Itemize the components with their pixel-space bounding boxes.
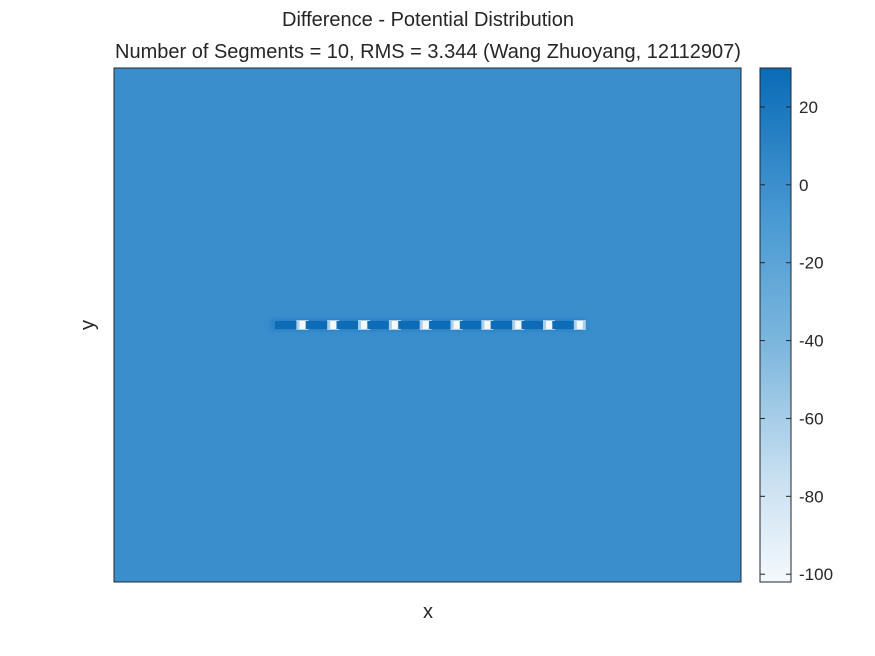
segment-gap — [330, 321, 337, 329]
plot-frame — [113, 67, 742, 583]
segment-high — [398, 321, 423, 329]
segment-gap — [453, 321, 460, 329]
colorbar-tick-label: -100 — [799, 565, 833, 584]
y-axis-label: y — [77, 320, 99, 330]
segment-high — [521, 321, 546, 329]
x-axis-label: x — [423, 601, 433, 623]
colorbar-tick-label: -40 — [799, 332, 824, 351]
colorbar: 20 0 -20 -40 -60 -80 -100 — [759, 67, 833, 584]
colorbar-tick-label: -60 — [799, 409, 824, 428]
colorbar-gradient — [760, 68, 791, 582]
segment-gap — [391, 321, 398, 329]
segment-gap — [361, 321, 368, 329]
colorbar-tick-label: 0 — [799, 176, 808, 195]
segment-high — [274, 321, 299, 329]
colorbar-tick-label: -20 — [799, 254, 824, 273]
colorbar-tick-label: 20 — [799, 98, 818, 117]
segment-gap — [546, 321, 553, 329]
segment-gap — [484, 321, 491, 329]
segment-gap — [422, 321, 429, 329]
chart-subtitle: Number of Segments = 10, RMS = 3.344 (Wa… — [115, 41, 741, 63]
segment-gap — [576, 321, 583, 329]
plot-area — [113, 67, 742, 583]
segment-gap — [299, 321, 306, 329]
segment-high — [367, 321, 392, 329]
segment-high — [459, 321, 484, 329]
segment-high — [552, 321, 577, 329]
segment-high — [490, 321, 515, 329]
chart-title: Difference - Potential Distribution — [282, 9, 574, 31]
segment-high — [429, 321, 454, 329]
segment-gap — [515, 321, 522, 329]
colorbar-frame — [759, 67, 792, 583]
segment-line — [270, 319, 586, 331]
segment-high — [305, 321, 330, 329]
colorbar-tick-label: -80 — [799, 487, 824, 506]
segment-high — [336, 321, 361, 329]
